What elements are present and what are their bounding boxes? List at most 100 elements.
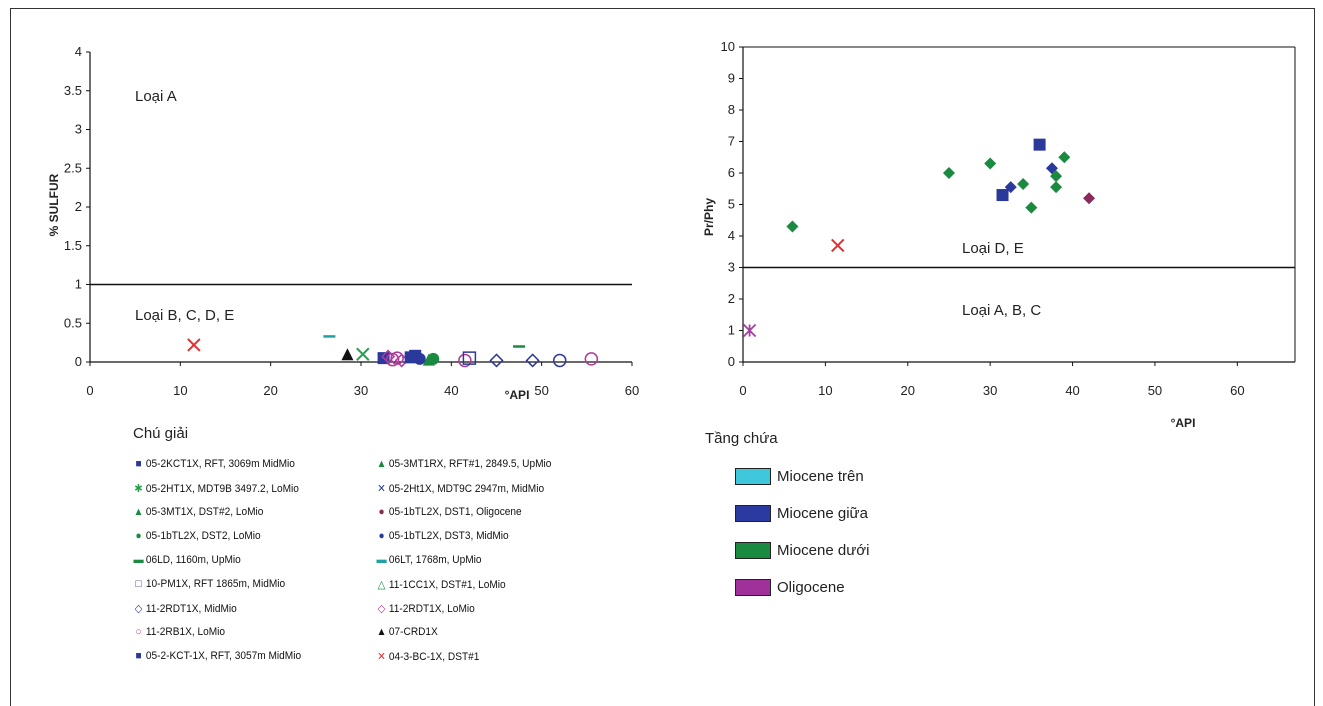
legend-marker-icon: ▬ <box>133 554 144 566</box>
legend-item: ▬ 06LD, 1160m, UpMio <box>133 554 241 566</box>
legend-marker-icon: △ <box>377 579 386 591</box>
data-point <box>462 351 477 365</box>
data-point <box>1058 151 1071 164</box>
zone-label: Loại A <box>135 88 177 105</box>
data-point <box>996 189 1009 202</box>
legend-item: △ 11-1CC1X, DST#1, LoMio <box>376 578 506 591</box>
y-tick-label: 0 <box>75 354 82 369</box>
y-tick-label: 0 <box>728 354 735 369</box>
legend-item-label: 07-CRD1X <box>388 626 438 638</box>
legend-item-label: 04-3-BC-1X, DST#1 <box>388 651 480 663</box>
legend-marker-icon: ✕ <box>377 651 386 663</box>
legend-marker-icon: ▲ <box>133 506 144 518</box>
x-tick-label: 50 <box>534 383 548 398</box>
legend-item: ▲ 05-3MT1X, DST#2, LoMio <box>133 506 264 518</box>
data-point <box>390 351 404 365</box>
legend-item-label: 05-1bTL2X, DST2, LoMio <box>145 530 261 542</box>
x-tick-label: 40 <box>444 383 458 398</box>
data-point <box>1050 181 1063 194</box>
x-tick-label: 60 <box>625 383 639 398</box>
legend-item-label: 11-2RDT1X, MidMio <box>145 603 237 615</box>
legend-item: ▲ 05-3MT1RX, RFT#1, 2849.5, UpMio <box>376 458 552 470</box>
x-tick-label: 20 <box>901 383 915 398</box>
legend-marker-icon: ▲ <box>376 458 387 470</box>
legend-item: ✕ 05-2Ht1X, MDT9C 2947m, MidMio <box>376 482 544 495</box>
data-point <box>427 352 440 365</box>
x-tick-label: 30 <box>983 383 997 398</box>
y-tick-label: 9 <box>728 71 735 86</box>
x-tick-label: 10 <box>173 383 187 398</box>
data-point <box>458 353 472 368</box>
legend-item-label: 11-1CC1X, DST#1, LoMio <box>388 579 506 591</box>
legend-item-label: 10-PM1X, RFT 1865m, MidMio <box>145 578 286 590</box>
data-point <box>584 352 599 366</box>
data-point <box>489 353 504 368</box>
legend-item: ○ 11-2RB1X, LoMio <box>133 626 225 638</box>
data-point <box>1083 192 1096 205</box>
x-tick-label: 60 <box>1230 383 1244 398</box>
legend-right-title: Tầng chứa <box>705 430 778 447</box>
legend-item-label: Miocene giữa <box>777 505 868 522</box>
legend-marker-icon: ● <box>378 506 385 518</box>
legend-left-title: Chú giải <box>133 425 189 442</box>
legend-item-label: Miocene dưới <box>777 542 870 559</box>
data-point <box>187 338 201 352</box>
legend-marker-icon: ◇ <box>377 603 386 615</box>
x-tick-label: 0 <box>86 383 93 398</box>
legend-item: ■ 05-2-KCT-1X, RFT, 3057m MidMio <box>133 650 301 662</box>
y-tick-label: 2 <box>75 199 82 214</box>
legend-item-label: 06LD, 1160m, UpMio <box>145 554 241 566</box>
legend-marker-icon: ◇ <box>134 603 143 615</box>
legend-swatch <box>735 468 771 485</box>
legend-item: □ 10-PM1X, RFT 1865m, MidMio <box>133 578 285 590</box>
data-point <box>356 347 370 361</box>
x-tick-label: 10 <box>818 383 832 398</box>
legend-item-label: 05-2KCT1X, RFT, 3069m MidMio <box>145 458 295 470</box>
zone-label: Loại A, B, C <box>962 302 1041 319</box>
y-tick-label: 3.5 <box>64 83 82 98</box>
x-tick-label: 20 <box>263 383 277 398</box>
legend-item-label: Miocene trên <box>777 468 864 485</box>
x-tick-label: 40 <box>1065 383 1079 398</box>
x-tick-label: 0 <box>739 383 746 398</box>
legend-item: ● 05-1bTL2X, DST1, Oligocene <box>376 506 521 518</box>
reservoir-legend-item: Oligocene <box>735 579 845 596</box>
chart-2: 0 1 2 3 4 5 6 7 8 9 10 0 10 20 30 40 50 60 Loại D, E Loại A… <box>702 39 1296 430</box>
data-point <box>413 352 426 365</box>
legend-item: ■ 05-2KCT1X, RFT, 3069m MidMio <box>133 458 295 470</box>
legend-item: ▬ 06LT, 1768m, UpMio <box>376 554 482 566</box>
data-point <box>1017 178 1030 191</box>
data-point <box>552 353 567 368</box>
legend-marker-icon: ▲ <box>376 626 387 638</box>
y-axis-label: % SULFUR <box>47 173 61 236</box>
legend-marker-icon: ■ <box>135 458 142 470</box>
y-tick-label: 3 <box>75 122 82 137</box>
x-tick-label: 30 <box>354 383 368 398</box>
data-point <box>1050 170 1063 183</box>
legend-item: ▲ 07-CRD1X <box>376 626 438 638</box>
y-tick-label: 2 <box>728 291 735 306</box>
legend-item: ✕ 04-3-BC-1X, DST#1 <box>376 650 479 663</box>
y-tick-label: 8 <box>728 102 735 117</box>
y-tick-label: 2.5 <box>64 160 82 175</box>
reservoir-legend-item: Miocene dưới <box>735 542 869 559</box>
data-point <box>984 157 997 170</box>
x-tick-label: 50 <box>1148 383 1162 398</box>
legend-marker-icon: ▬ <box>376 554 387 566</box>
legend-item-label: Oligocene <box>777 579 845 596</box>
legend-swatch <box>735 505 771 522</box>
x-axis-label: °API <box>1171 416 1196 430</box>
data-point <box>525 353 540 368</box>
legend-marker-icon: ✱ <box>134 483 143 495</box>
legend-marker-icon: ● <box>378 530 385 542</box>
legend-marker-icon: ✕ <box>377 483 386 495</box>
data-point <box>742 323 757 338</box>
legend-item-label: 05-2Ht1X, MDT9C 2947m, MidMio <box>388 483 545 495</box>
y-tick-label: 7 <box>728 134 735 149</box>
data-point <box>1004 181 1017 194</box>
legend-item-label: 06LT, 1768m, UpMio <box>388 554 482 566</box>
data-point <box>786 220 799 233</box>
legend-item: ● 05-1bTL2X, DST3, MidMio <box>376 530 508 542</box>
y-tick-label: 1 <box>728 323 735 338</box>
